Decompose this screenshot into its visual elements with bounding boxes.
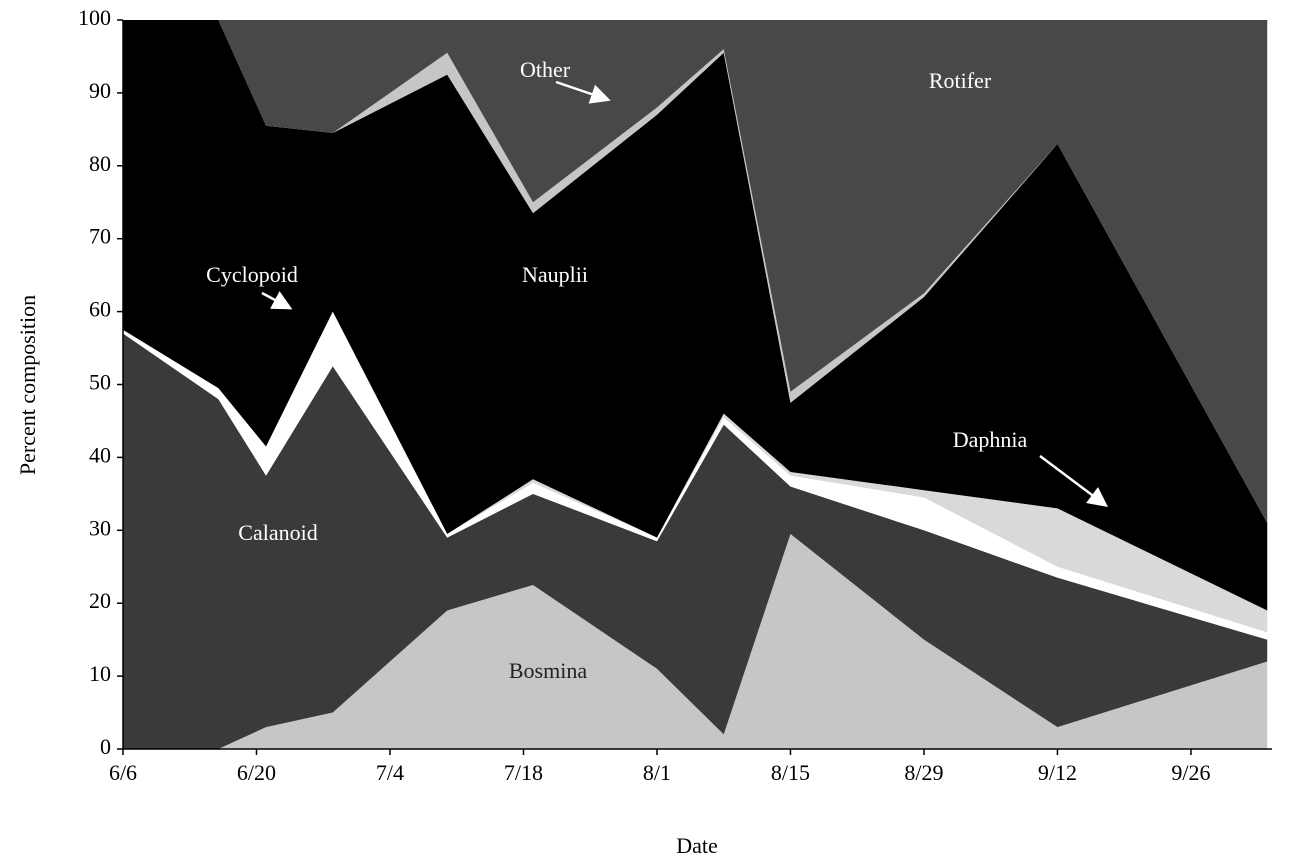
label-arrow [555, 80, 611, 104]
area [123, 20, 1268, 611]
y-tick-label: 60 [89, 297, 111, 322]
label-arrow [261, 291, 293, 310]
x-tick-label: 7/4 [376, 760, 404, 785]
x-tick-label: 8/15 [771, 760, 810, 785]
y-tick-label: 30 [89, 515, 111, 540]
y-tick-label: 40 [89, 442, 111, 467]
y-tick-label: 100 [78, 5, 111, 30]
y-tick-label: 10 [89, 661, 111, 686]
x-tick-label: 7/18 [504, 760, 543, 785]
area [123, 20, 1268, 524]
area [123, 533, 1268, 749]
y-tick-label: 0 [100, 734, 111, 759]
x-tick-label: 9/12 [1038, 760, 1077, 785]
series-label: Nauplii [522, 262, 588, 287]
series-label: Calanoid [238, 520, 317, 545]
y-tick-label: 50 [89, 370, 111, 395]
area [123, 333, 1268, 749]
series-label: Other [520, 57, 571, 82]
y-tick-label: 70 [89, 224, 111, 249]
label-arrow [1039, 455, 1108, 507]
series-label: Bosmina [509, 658, 587, 683]
y-axis-label: Percent composition [15, 295, 40, 475]
x-tick-label: 6/20 [237, 760, 276, 785]
x-tick-label: 8/29 [904, 760, 943, 785]
x-tick-label: 8/1 [643, 760, 671, 785]
y-tick-label: 80 [89, 151, 111, 176]
series-label: Cyclopoid [206, 262, 298, 287]
series-label: Rotifer [929, 68, 992, 93]
y-tick-label: 20 [89, 588, 111, 613]
x-tick-label: 6/6 [109, 760, 137, 785]
x-axis-label: Date [676, 833, 718, 858]
series-label: Daphnia [953, 427, 1028, 452]
y-tick-label: 90 [89, 78, 111, 103]
x-tick-label: 9/26 [1171, 760, 1210, 785]
